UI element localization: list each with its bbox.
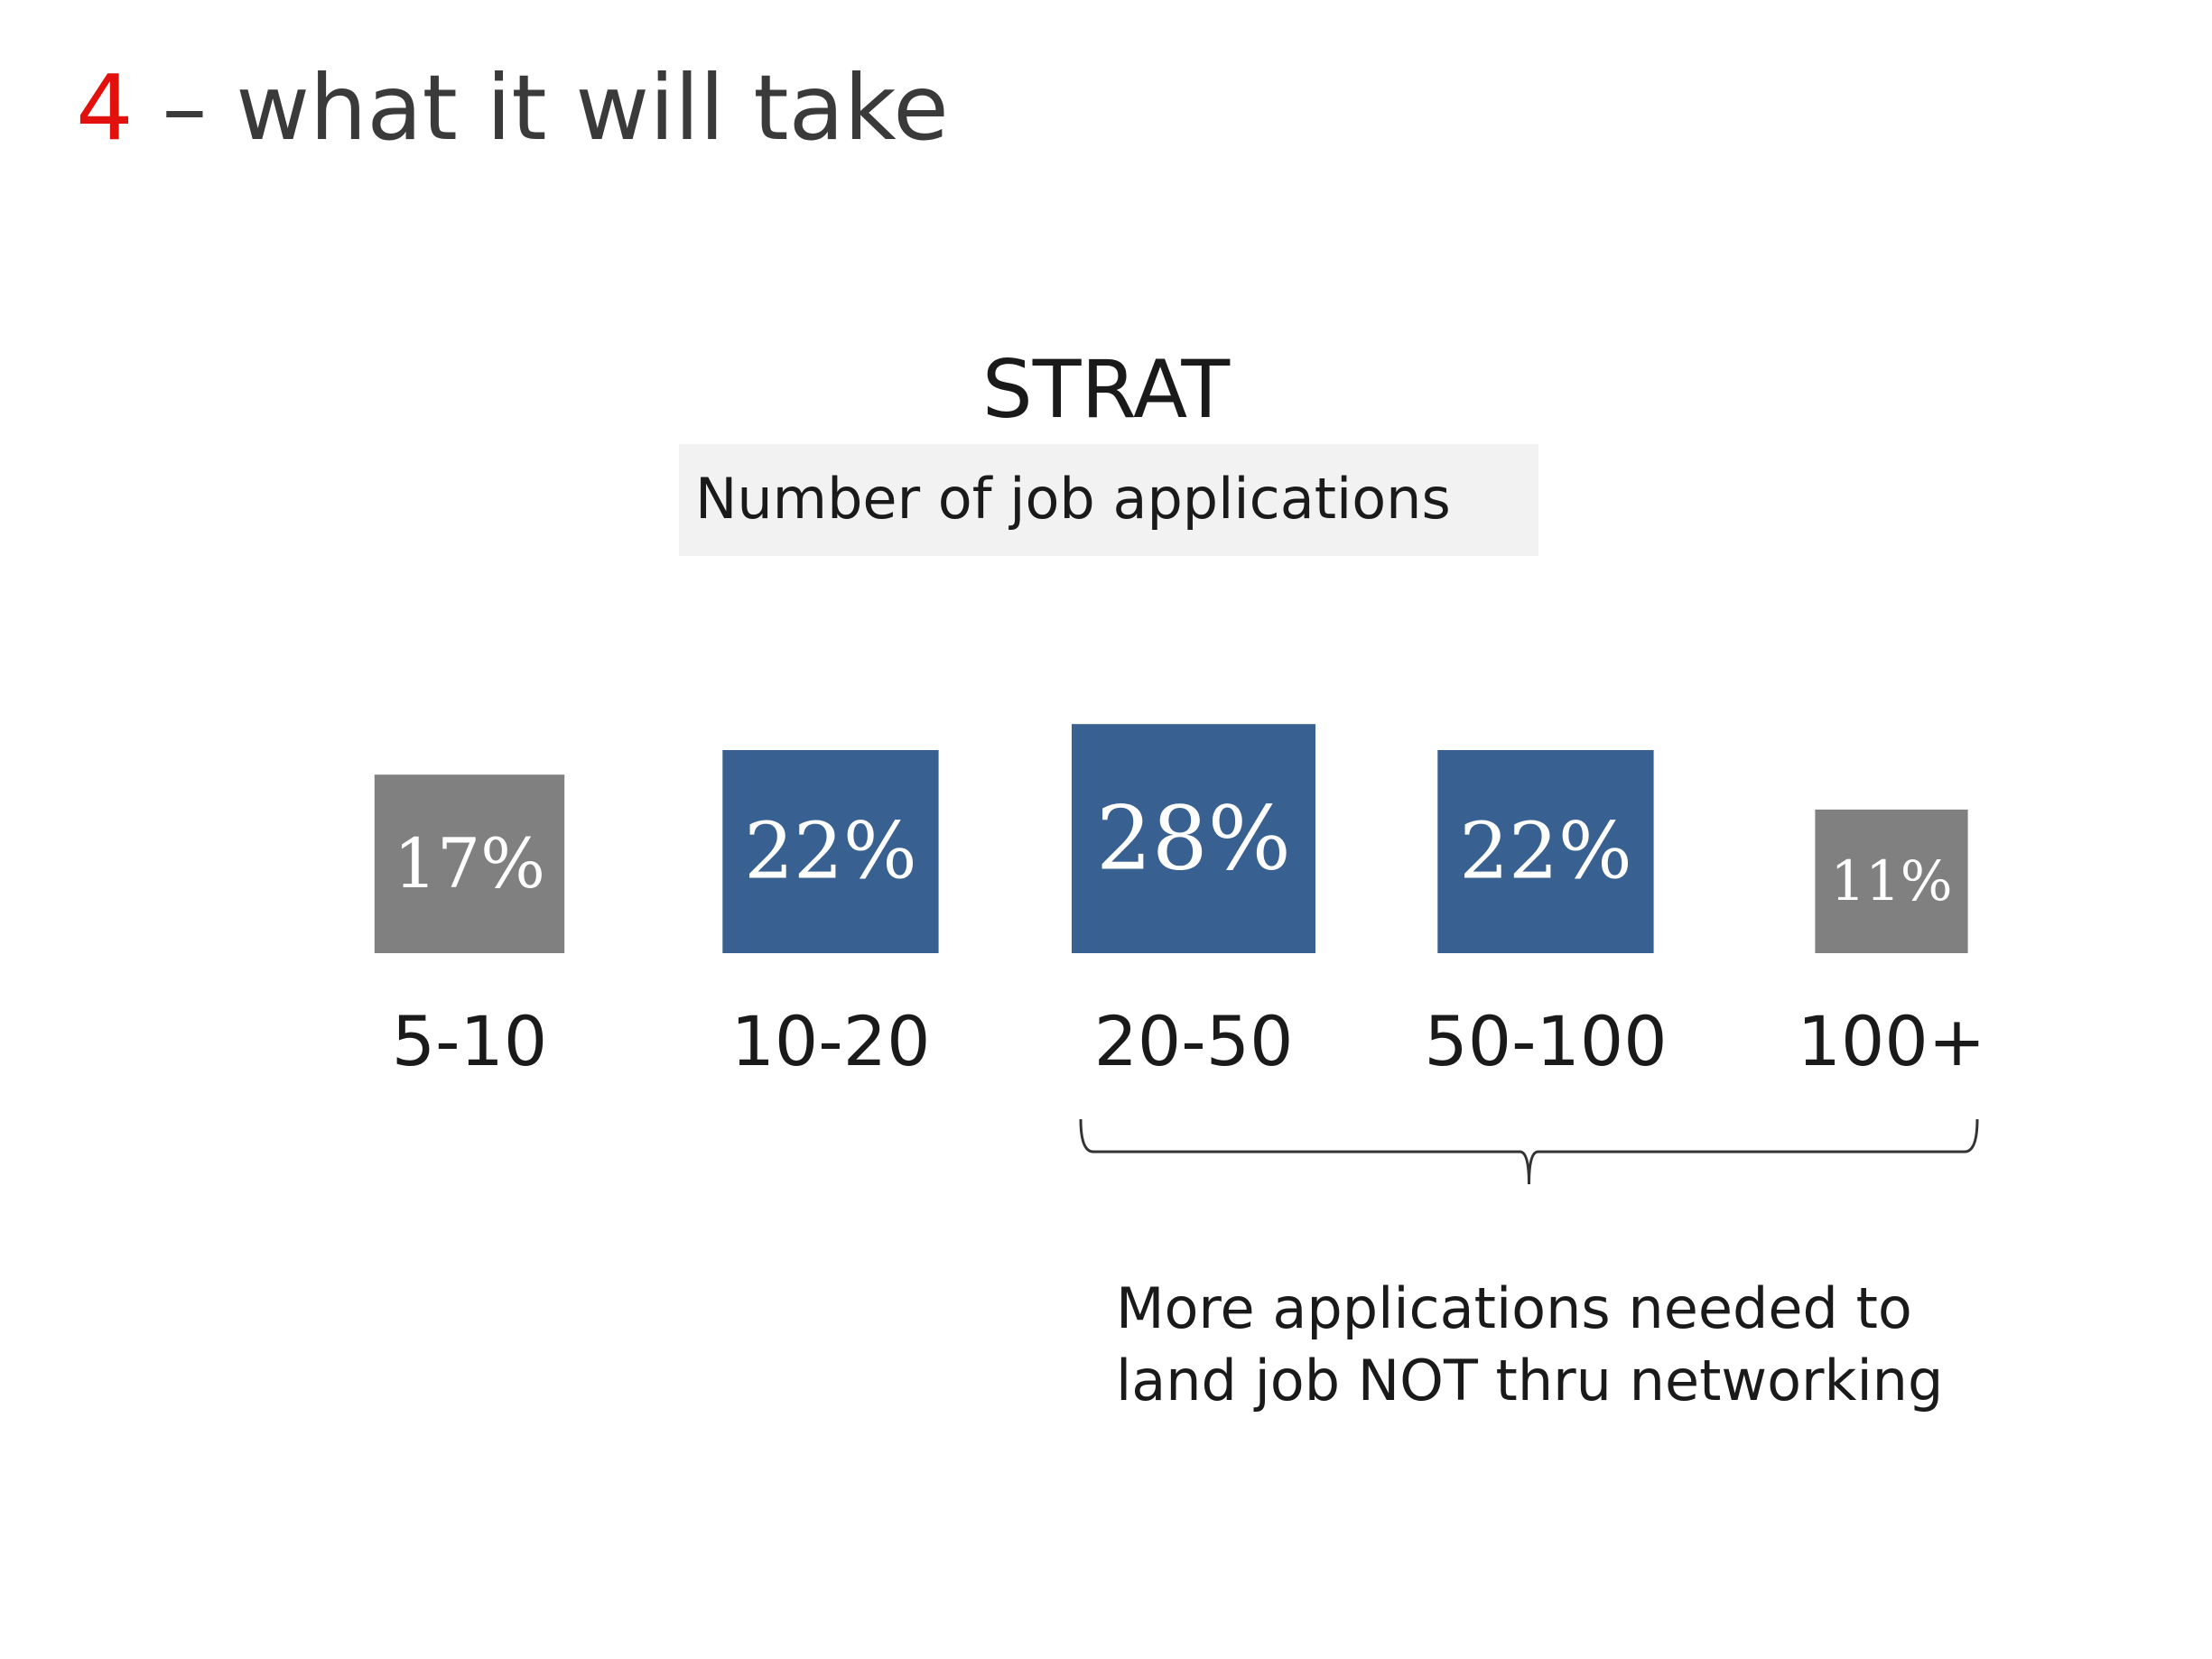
chart-title: STRAT xyxy=(981,343,1231,436)
annotation-note: More applications needed to land job NOT… xyxy=(1116,1273,2109,1417)
category-label-50-100: 50-100 xyxy=(1424,1001,1667,1081)
bar-100+ xyxy=(1815,809,1968,953)
annotation-line-1: More applications needed to xyxy=(1116,1275,1912,1341)
chart-subtitle: Number of job applications xyxy=(695,466,1451,532)
category-label-100+: 100+ xyxy=(1798,1001,1986,1081)
slide-title: 4 – what it will take xyxy=(76,63,949,153)
slide-title-text: – what it will take xyxy=(162,55,949,161)
range-brace xyxy=(1079,1118,1979,1185)
brace-path xyxy=(1079,1118,1979,1185)
category-label-5-10: 5-10 xyxy=(392,1001,547,1081)
value-label-5-10: 17% xyxy=(394,824,545,904)
slide-number: 4 xyxy=(76,55,134,161)
bar-20-50 xyxy=(1072,724,1315,953)
value-label-50-100: 22% xyxy=(1459,807,1632,897)
bar-10-20 xyxy=(722,750,939,953)
value-label-100+: 11% xyxy=(1830,849,1952,913)
value-label-10-20: 22% xyxy=(744,807,917,897)
category-label-20-50: 20-50 xyxy=(1094,1001,1294,1081)
value-label-20-50: 28% xyxy=(1096,788,1291,890)
bar-50-100 xyxy=(1437,750,1654,953)
chart-subtitle-box: Number of job applications xyxy=(679,444,1538,556)
annotation-line-2: land job NOT thru networking xyxy=(1116,1348,1944,1413)
category-label-10-20: 10-20 xyxy=(731,1001,931,1081)
bar-5-10 xyxy=(374,774,565,953)
